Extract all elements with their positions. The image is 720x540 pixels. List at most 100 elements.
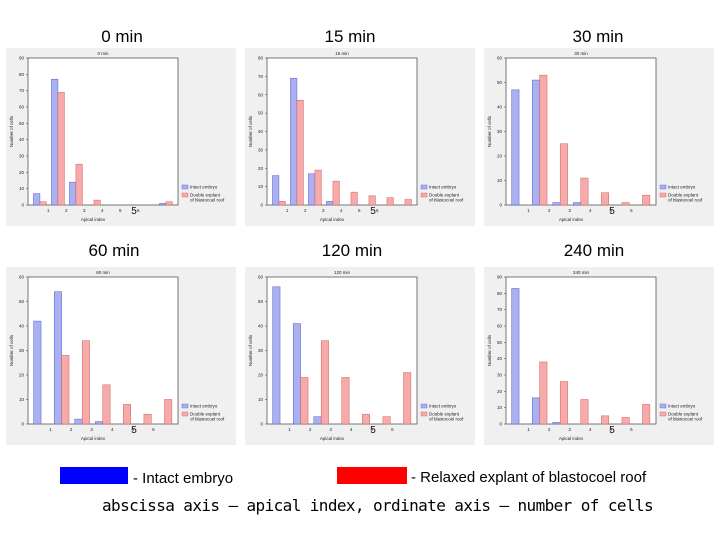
y-tick-label: 10 xyxy=(258,184,264,189)
x-tick-label: 4 xyxy=(101,208,104,213)
x-tick-label: 6 xyxy=(630,427,633,432)
bar xyxy=(300,377,309,425)
annotation-5: 5 xyxy=(609,425,615,436)
x-tick-label: 4 xyxy=(111,427,114,432)
x-axis-label: Apical index xyxy=(320,217,345,222)
legend-label-relaxed: - Relaxed explant of blastocoel roof xyxy=(411,469,647,486)
x-tick-label: 6 xyxy=(152,427,155,432)
bar xyxy=(313,416,322,425)
y-tick-label: 80 xyxy=(19,72,25,77)
bar xyxy=(621,202,630,206)
legend-text-intact: Intact embryo xyxy=(668,404,696,409)
x-tick-label: 5 xyxy=(371,427,374,432)
x-tick-label: 3 xyxy=(568,208,571,213)
y-tick-label: 30 xyxy=(258,147,264,152)
bar xyxy=(368,195,376,206)
bar xyxy=(552,422,561,425)
bar xyxy=(57,92,65,206)
bar xyxy=(642,404,651,425)
y-tick-label: 10 xyxy=(497,178,503,183)
x-tick-label: 5 xyxy=(358,208,361,213)
chart-5: 240 min 0 10 20 30 40 50 60 70 80 90 Number of cell… xyxy=(487,270,703,441)
chart-2: 30 min 0 10 20 30 40 50 60 Number of cells Apical… xyxy=(487,51,703,222)
chart-title-5: 240 min xyxy=(563,241,625,260)
bar xyxy=(102,384,111,425)
legend-text-intact: Intact embryo xyxy=(429,404,457,409)
bar xyxy=(314,169,322,206)
y-axis-label: Number of cells xyxy=(487,115,492,147)
inner-title: 240 min xyxy=(573,270,590,275)
x-axis-label: Apical index xyxy=(81,436,106,441)
y-axis-label: Number of cells xyxy=(248,115,253,147)
bar xyxy=(33,320,42,425)
bar xyxy=(296,100,304,206)
annotation-5: 5 xyxy=(370,425,376,436)
y-tick-label: 60 xyxy=(497,56,503,61)
x-tick-label: 6 xyxy=(391,427,394,432)
y-tick-label: 30 xyxy=(258,348,264,353)
y-tick-label: 40 xyxy=(19,324,25,329)
legend-text-relaxed: Double explant of blastocoel roof xyxy=(668,193,703,203)
y-tick-label: 50 xyxy=(497,80,503,85)
bar xyxy=(81,340,90,425)
bar xyxy=(69,181,77,206)
x-axis-label: Apical index xyxy=(559,217,584,222)
chart-4: 120 min 0 10 20 30 40 50 60 Number of cells Apica… xyxy=(248,270,464,441)
legend-key-intact xyxy=(181,403,189,409)
bar xyxy=(123,404,131,425)
bar xyxy=(580,399,589,425)
y-tick-label: 0 xyxy=(21,203,24,208)
y-tick-label: 10 xyxy=(258,397,264,402)
y-tick-label: 60 xyxy=(19,105,25,110)
legend-key-intact xyxy=(420,403,428,409)
y-tick-label: 30 xyxy=(497,129,503,134)
plot-area xyxy=(27,57,179,206)
y-tick-label: 50 xyxy=(19,299,25,304)
bar xyxy=(601,415,609,425)
chart-panel-5: 240 min 0 10 20 30 40 50 60 70 80 90 Number of cell… xyxy=(484,267,714,445)
y-tick-label: 50 xyxy=(258,299,264,304)
bar xyxy=(95,421,104,425)
x-tick-label: 4 xyxy=(340,208,343,213)
bar xyxy=(74,418,83,425)
bar xyxy=(539,74,548,206)
chart-3: 60 min 0 10 20 30 40 50 60 Number of cells Apical… xyxy=(9,270,225,441)
x-tick-label: 1 xyxy=(49,427,52,432)
x-tick-label: 2 xyxy=(304,208,307,213)
legend-text-relaxed: Double explant of blastocoel roof xyxy=(429,412,464,422)
chart-panel-4: 120 min 0 10 20 30 40 50 60 Number of cells Apica… xyxy=(245,267,475,445)
legend-text-intact: Intact embryo xyxy=(668,185,696,190)
x-tick-label: 6 xyxy=(376,208,379,213)
y-tick-label: 0 xyxy=(260,203,263,208)
legend-key-relaxed xyxy=(181,192,189,198)
x-tick-label: 3 xyxy=(568,427,571,432)
y-tick-label: 10 xyxy=(19,186,25,191)
x-tick-label: 5 xyxy=(610,208,613,213)
chart-panel-0: 0 min 0 10 20 30 40 50 60 70 80 90 Number of cells A… xyxy=(6,48,236,226)
y-tick-label: 40 xyxy=(19,137,25,142)
y-tick-label: 0 xyxy=(499,422,502,427)
x-tick-label: 3 xyxy=(329,427,332,432)
x-tick-label: 3 xyxy=(90,427,93,432)
bar xyxy=(386,197,394,206)
y-tick-label: 30 xyxy=(19,154,25,159)
y-tick-label: 70 xyxy=(258,74,264,79)
y-tick-label: 60 xyxy=(258,92,264,97)
legend-key-intact xyxy=(659,184,667,190)
legend-text-intact: Intact embryo xyxy=(190,185,218,190)
chart-title-1: 15 min xyxy=(324,27,376,46)
y-tick-label: 40 xyxy=(497,356,503,361)
inner-title: 120 min xyxy=(334,270,351,275)
chart-1: 15 min 0 10 20 30 40 50 60 70 80 Number of cells Ap… xyxy=(248,51,464,222)
y-tick-label: 50 xyxy=(258,111,264,116)
x-tick-label: 2 xyxy=(65,208,68,213)
x-tick-label: 4 xyxy=(350,427,353,432)
bar xyxy=(362,413,370,425)
y-tick-label: 50 xyxy=(19,121,25,126)
bar xyxy=(531,79,540,206)
bar xyxy=(165,201,173,206)
x-tick-label: 1 xyxy=(527,427,530,432)
y-tick-label: 10 xyxy=(497,405,503,410)
x-axis-label: Apical index xyxy=(559,436,584,441)
chart-panel-1: 15 min 0 10 20 30 40 50 60 70 80 Number of cells Ap… xyxy=(245,48,475,226)
